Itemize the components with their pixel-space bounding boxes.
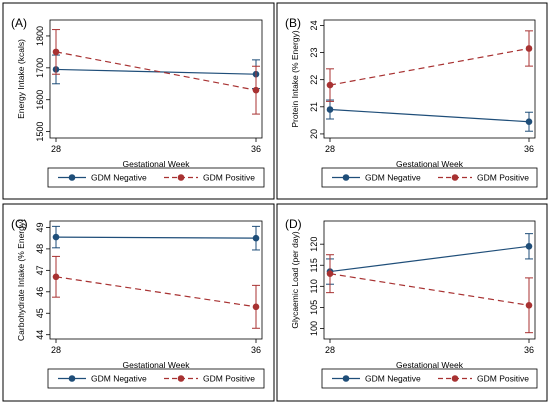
series-line	[329, 245, 530, 273]
x-axis-title: Gestational Week	[123, 360, 191, 370]
panel-border	[276, 203, 548, 402]
x-tick-label: 36	[524, 345, 534, 355]
x-tick-label: 28	[325, 144, 335, 154]
series-line	[55, 276, 257, 308]
legend-marker	[177, 174, 185, 181]
legend-marker	[68, 375, 76, 382]
y-tick-label: 1800	[35, 26, 45, 46]
x-tick-label: 28	[51, 144, 61, 154]
y-tick-label: 49	[35, 222, 45, 232]
x-axis-title: Gestational Week	[396, 159, 464, 169]
y-tick-label: 24	[309, 20, 319, 30]
series-line	[55, 68, 257, 75]
y-tick-label: 110	[309, 279, 319, 293]
chart-panel: (A) 1500 1600 1700 1800 Energy Intake (kcals)…	[2, 2, 275, 200]
series-line	[329, 108, 530, 123]
legend-label: GDM Positive	[203, 173, 255, 183]
legend-marker	[451, 375, 459, 382]
legend-marker	[68, 174, 76, 181]
data-point	[52, 233, 60, 241]
legend-label: GDM Negative	[91, 173, 147, 183]
plot-area	[49, 220, 263, 340]
data-point	[525, 242, 533, 250]
x-tick-label: 36	[524, 144, 534, 154]
legend-label: GDM Negative	[365, 173, 421, 183]
data-point	[525, 118, 533, 126]
data-point	[525, 45, 533, 52]
data-point	[252, 86, 260, 94]
x-tick-label: 28	[51, 345, 61, 355]
y-axis-title: Glycaemic Load (per day)	[290, 231, 300, 328]
y-axis-title: Protein Intake (% Energy)	[290, 30, 300, 127]
legend-label: GDM Negative	[365, 374, 421, 384]
y-tick-label: 1600	[35, 90, 45, 110]
data-point	[326, 270, 334, 277]
y-tick-label: 48	[35, 244, 45, 254]
chart-panel: (B) 20 21 22 23 24 Protein Intake (% Energy) 28…	[276, 2, 548, 200]
legend-marker	[177, 375, 185, 382]
x-axis-title: Gestational Week	[396, 360, 464, 370]
series-line	[55, 236, 257, 239]
chart-panel: (D) 100 105 110 115 120 Glycaemic Load (per da…	[276, 203, 548, 402]
data-point	[326, 106, 334, 113]
y-tick-label: 45	[35, 308, 45, 318]
y-tick-label: 105	[309, 300, 319, 315]
y-tick-label: 20	[309, 129, 319, 139]
y-tick-label: 44	[35, 330, 45, 340]
legend-marker	[451, 174, 459, 181]
panel-border	[276, 2, 548, 200]
legend-label: GDM Positive	[477, 374, 529, 384]
y-tick-label: 115	[309, 258, 319, 272]
series-line	[329, 47, 530, 86]
legend-box	[321, 368, 538, 389]
legend-label: GDM Positive	[477, 173, 529, 183]
y-axis-title: Energy Intake (kcals)	[16, 39, 26, 119]
panel-label: (A)	[11, 16, 27, 30]
panel-label: (C)	[11, 217, 28, 231]
data-point	[326, 81, 334, 89]
y-tick-label: 22	[309, 75, 319, 85]
series-line	[329, 273, 530, 306]
panel-label: (B)	[285, 16, 301, 30]
x-tick-label: 36	[251, 345, 261, 355]
legend-label: GDM Positive	[203, 374, 255, 384]
y-tick-label: 21	[309, 102, 319, 112]
y-tick-label: 1500	[35, 122, 45, 142]
legend-marker	[342, 375, 350, 382]
y-tick-label: 46	[35, 287, 45, 297]
data-point	[52, 273, 60, 281]
series-line	[55, 51, 257, 91]
legend-marker	[342, 174, 350, 181]
data-point	[252, 303, 260, 311]
x-tick-label: 28	[325, 345, 335, 355]
legend-label: GDM Negative	[91, 374, 147, 384]
y-axis-title: Carbohydrate Intake (% Energy)	[16, 219, 26, 341]
plot-area	[49, 19, 263, 139]
plot-area	[323, 220, 536, 340]
x-axis-title: Gestational Week	[123, 159, 191, 169]
legend-box	[321, 167, 538, 188]
x-tick-label: 36	[251, 144, 261, 154]
y-tick-label: 120	[309, 237, 319, 252]
data-point	[52, 48, 60, 56]
y-tick-label: 23	[309, 48, 319, 58]
plot-area	[323, 19, 536, 139]
panel-label: (D)	[285, 217, 302, 231]
data-point	[252, 234, 260, 242]
y-tick-label: 100	[309, 321, 319, 336]
data-point	[525, 301, 533, 309]
y-tick-label: 1700	[35, 58, 45, 78]
chart-panel: (C) 44 45 46 47 48 49 Carbohydrate Intake (% En…	[2, 203, 275, 402]
legend-box	[47, 368, 265, 389]
y-tick-label: 47	[35, 265, 45, 275]
legend-box	[47, 167, 265, 188]
